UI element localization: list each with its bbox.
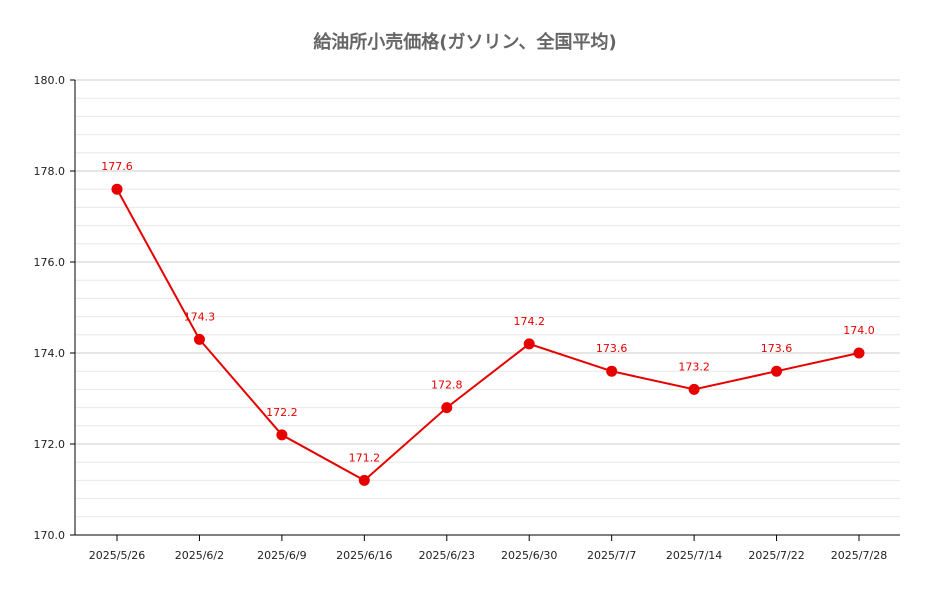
data-label: 171.2 <box>349 451 381 464</box>
data-point <box>771 365 783 377</box>
data-point <box>441 402 453 414</box>
series-line <box>116 188 860 482</box>
x-tick-label: 2025/7/22 <box>748 549 804 562</box>
data-point <box>606 365 618 377</box>
data-point <box>358 474 370 486</box>
data-point <box>193 333 205 345</box>
data-label: 174.0 <box>843 324 875 337</box>
x-tick-label: 2025/6/9 <box>257 549 306 562</box>
y-tick-label: 180.0 <box>34 74 66 87</box>
x-tick-label: 2025/6/2 <box>175 549 224 562</box>
data-label: 174.2 <box>513 315 545 328</box>
x-tick-label: 2025/5/26 <box>89 549 145 562</box>
data-point <box>688 383 700 395</box>
data-point <box>523 338 535 350</box>
data-point <box>276 429 288 441</box>
data-label: 174.3 <box>184 310 216 323</box>
y-tick-label: 176.0 <box>34 256 66 269</box>
data-label: 173.6 <box>596 342 628 355</box>
y-tick-label: 178.0 <box>34 165 66 178</box>
data-label: 172.8 <box>431 379 463 392</box>
x-tick-label: 2025/7/28 <box>831 549 887 562</box>
x-tick-label: 2025/6/30 <box>501 549 557 562</box>
y-tick-label: 174.0 <box>34 347 66 360</box>
data-label: 177.6 <box>101 160 133 173</box>
data-label: 172.2 <box>266 406 298 419</box>
y-tick-label: 170.0 <box>34 529 66 542</box>
x-axis-ticks: 2025/5/26 2025/6/2 2025/6/9 2025/6/16 2025/6… <box>89 535 887 562</box>
y-tick-label: 172.0 <box>34 438 66 451</box>
series-group: 177.6 174.3 172.2 171.2 172.8 174.2 173.6 173.2… <box>101 160 875 486</box>
x-tick-label: 2025/6/16 <box>336 549 392 562</box>
axes <box>74 80 900 536</box>
x-tick-label: 2025/7/14 <box>666 549 722 562</box>
minor-gridlines <box>75 97 900 518</box>
x-tick-label: 2025/6/23 <box>419 549 475 562</box>
data-label: 173.2 <box>678 360 710 373</box>
chart-title: 給油所小売価格(ガソリン、全国平均) <box>313 31 616 53</box>
data-label: 173.6 <box>761 342 793 355</box>
y-axis-ticks: 170.0 172.0 174.0 176.0 178.0 180.0 <box>34 74 75 542</box>
x-tick-label: 2025/7/7 <box>587 549 636 562</box>
data-point <box>853 347 865 359</box>
data-point <box>111 183 123 195</box>
